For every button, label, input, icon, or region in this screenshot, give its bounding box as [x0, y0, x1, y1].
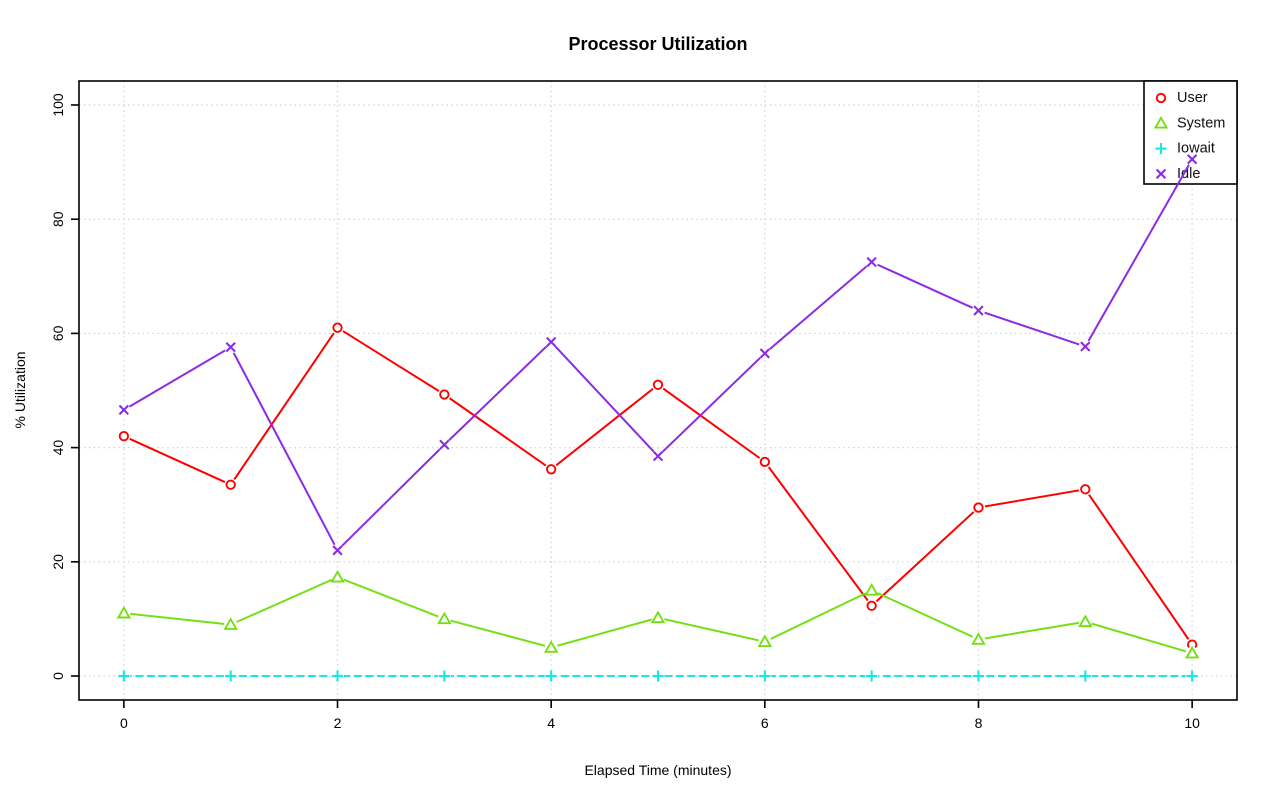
legend-item-iowait: Iowait — [1155, 141, 1215, 157]
marker-idle-x-icon — [1078, 340, 1092, 354]
marker-idle-x-icon — [117, 403, 131, 417]
plus-icon — [1155, 143, 1167, 155]
marker-system-triangle-icon — [864, 583, 879, 597]
marker-system-triangle-icon — [543, 640, 559, 654]
series-line-user — [123, 326, 1193, 646]
series-iowait — [117, 669, 1199, 683]
legend-label: System — [1177, 115, 1225, 131]
marker-user-circle-icon — [865, 599, 879, 613]
marker-iowait-plus-icon — [224, 669, 238, 683]
x-icon — [1155, 168, 1167, 180]
marker-system-triangle-icon — [1078, 614, 1093, 629]
marker-user-circle-icon — [758, 455, 772, 469]
x-tick-label: 10 — [1184, 715, 1200, 731]
marker-user-circle-icon — [651, 378, 665, 392]
marker-iowait-plus-icon — [865, 669, 879, 683]
marker-idle-x-icon — [865, 255, 879, 269]
marker-system-triangle-icon — [1184, 645, 1200, 660]
series-line-idle — [123, 158, 1194, 553]
y-tick-label: 60 — [50, 325, 66, 341]
marker-user-circle-icon — [1078, 482, 1092, 496]
legend-item-system: System — [1153, 115, 1225, 131]
marker-iowait-plus-icon — [651, 669, 665, 683]
y-tick-label: 100 — [50, 93, 66, 117]
x-tick-label: 8 — [975, 715, 983, 731]
marker-user-circle-icon — [224, 478, 238, 492]
marker-iowait-plus-icon — [544, 669, 558, 683]
series-user — [117, 321, 1199, 652]
legend-label: Idle — [1177, 166, 1200, 182]
marker-system-triangle-icon — [971, 632, 986, 646]
series-system — [116, 569, 1200, 660]
marker-user-circle-icon — [331, 321, 345, 335]
x-tick-label: 6 — [761, 715, 769, 731]
marker-user-circle-icon — [437, 387, 451, 401]
legend: User System Iowait Idle — [1143, 80, 1238, 185]
marker-idle-x-icon — [758, 346, 772, 360]
x-axis-title: Elapsed Time (minutes) — [584, 762, 732, 778]
marker-system-triangle-icon — [437, 611, 452, 626]
triangle-icon — [1153, 115, 1169, 129]
marker-idle-x-icon — [437, 438, 451, 452]
plot-box — [78, 80, 1238, 701]
marker-iowait-plus-icon — [971, 669, 985, 683]
x-tick-label: 0 — [120, 715, 128, 731]
legend-label: Iowait — [1177, 141, 1215, 157]
marker-idle-x-icon — [1185, 152, 1199, 166]
marker-idle-x-icon — [331, 543, 345, 557]
marker-system-triangle-icon — [757, 634, 773, 649]
marker-iowait-plus-icon — [758, 669, 772, 683]
y-tick-label: 20 — [50, 554, 66, 570]
legend-item-user: User — [1155, 90, 1208, 106]
series-idle — [117, 152, 1199, 557]
y-tick-label: 40 — [50, 440, 66, 456]
x-tick-label: 2 — [334, 715, 342, 731]
y-tick-label: 0 — [50, 672, 66, 680]
marker-iowait-plus-icon — [437, 669, 451, 683]
x-tick-label: 4 — [547, 715, 555, 731]
marker-system-triangle-icon — [330, 569, 345, 584]
chart-title: Processor Utilization — [568, 34, 748, 54]
marker-iowait-plus-icon — [331, 669, 345, 683]
marker-user-circle-icon — [117, 429, 131, 443]
legend-box — [1143, 80, 1238, 185]
legend-label: User — [1177, 90, 1208, 106]
marker-system-triangle-icon — [223, 617, 238, 632]
marker-iowait-plus-icon — [117, 669, 131, 683]
circle-icon — [1155, 92, 1167, 104]
marker-idle-x-icon — [651, 449, 665, 463]
y-tick-label: 80 — [50, 211, 66, 227]
marker-idle-x-icon — [544, 335, 558, 349]
legend-item-idle: Idle — [1155, 166, 1200, 182]
marker-user-circle-icon — [971, 501, 985, 515]
marker-iowait-plus-icon — [1078, 669, 1092, 683]
marker-idle-x-icon — [224, 340, 238, 354]
marker-system-triangle-icon — [650, 610, 666, 625]
marker-idle-x-icon — [971, 304, 985, 318]
marker-user-circle-icon — [544, 462, 558, 476]
marker-system-triangle-icon — [116, 605, 132, 620]
y-axis-title: % Utilization — [12, 351, 28, 429]
marker-iowait-plus-icon — [1185, 669, 1199, 683]
